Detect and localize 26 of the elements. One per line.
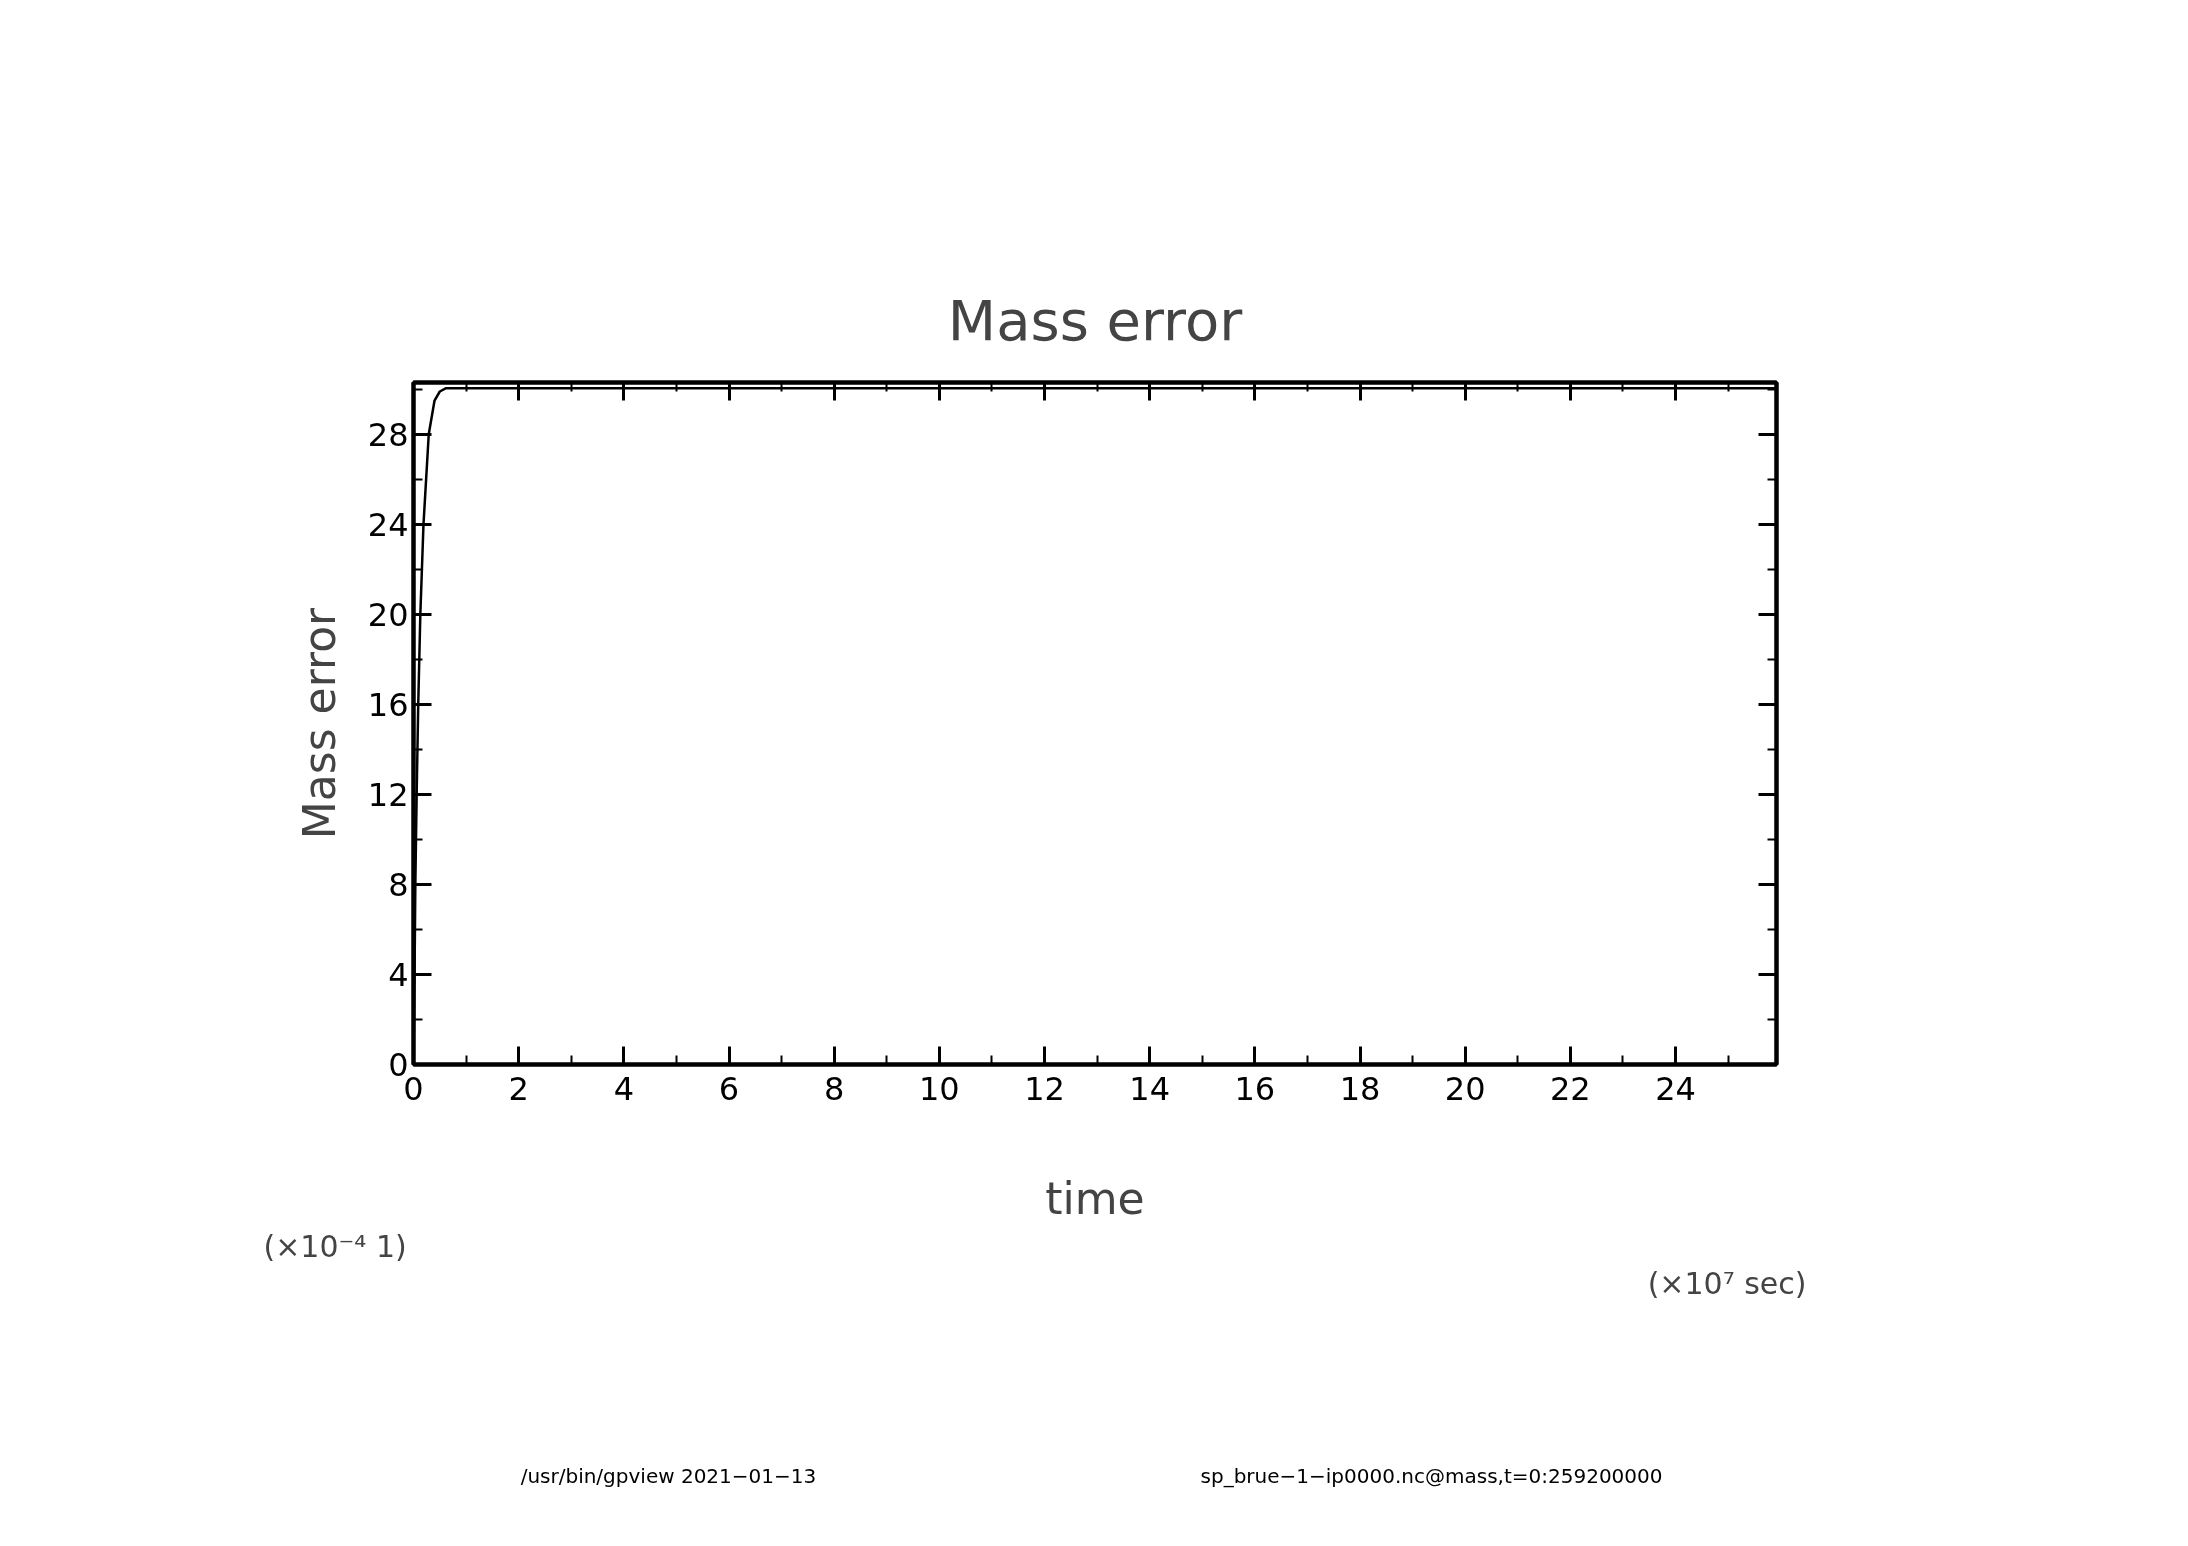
x-tick-label: 8 xyxy=(824,1069,845,1108)
x-tick-label: 6 xyxy=(718,1069,740,1108)
x-tick-label: 14 xyxy=(1129,1069,1171,1108)
text: sp_brue−1−ip0000.nc@mass,t=0:259200000 xyxy=(1200,1463,1663,1488)
y-tick-label: 4 xyxy=(388,955,409,994)
x-tick-label: 2 xyxy=(508,1069,529,1108)
chart-title: Mass error xyxy=(947,287,1244,353)
x-tick-label: 24 xyxy=(1655,1069,1696,1108)
y-tick-label: 28 xyxy=(367,415,409,454)
y-tick-label: 24 xyxy=(367,505,409,544)
y-tick-label: 12 xyxy=(367,775,409,814)
y-tick-label: 16 xyxy=(367,685,409,724)
y-axis-title: Mass error xyxy=(293,606,345,840)
x-tick-label: 4 xyxy=(613,1069,635,1108)
text: (×10⁷ sec) xyxy=(1647,1265,1807,1301)
text: /usr/bin/gpview 2021−01−13 xyxy=(520,1463,817,1488)
text: (×10⁻⁴ 1) xyxy=(263,1228,407,1264)
y-tick-label: 20 xyxy=(367,595,409,634)
x-tick-label: 16 xyxy=(1234,1069,1276,1108)
x-tick-label: 22 xyxy=(1550,1069,1591,1108)
x-tick-label: 18 xyxy=(1339,1069,1381,1108)
x-axis-title: time xyxy=(1045,1172,1145,1224)
x-tick-label: 20 xyxy=(1444,1069,1486,1108)
x-tick-label: 12 xyxy=(1024,1069,1065,1108)
x-tick-label: 10 xyxy=(918,1069,960,1108)
y-tick-label: 8 xyxy=(388,865,409,904)
